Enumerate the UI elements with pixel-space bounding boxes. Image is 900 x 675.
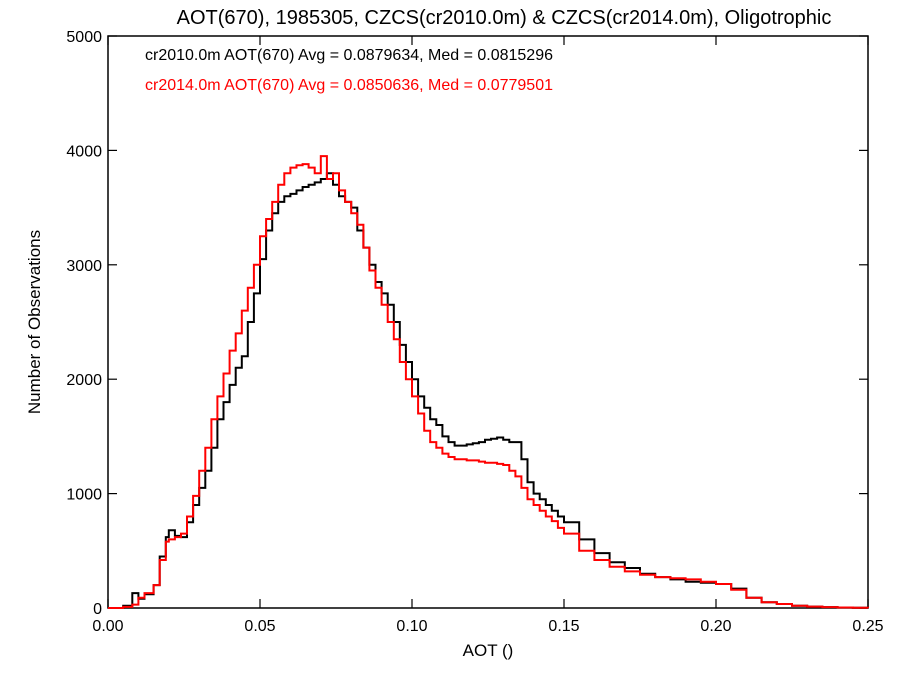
x-tick-label: 0.15 — [548, 618, 579, 635]
series-layer — [108, 155, 869, 609]
plot-frame — [107, 35, 869, 609]
legend-entry-red: cr2014.0m AOT(670) Avg = 0.0850636, Med … — [145, 77, 553, 94]
x-axis-label: AOT () — [463, 641, 514, 660]
y-tick-label: 4000 — [66, 143, 102, 160]
y-tick-label: 3000 — [66, 258, 102, 275]
x-tick-label: 0.10 — [396, 618, 427, 635]
chart-title: AOT(670), 1985305, CZCS(cr2010.0m) & CZC… — [177, 7, 832, 29]
legend-entry-black: cr2010.0m AOT(670) Avg = 0.0879634, Med … — [145, 47, 553, 64]
y-tick-label: 5000 — [66, 29, 102, 46]
series-line-1 — [108, 155, 869, 609]
x-tick-label: 0.05 — [244, 618, 275, 635]
x-tick-label: 0.20 — [700, 618, 731, 635]
series-line-0 — [108, 172, 869, 609]
y-axis-label: Number of Observations — [25, 230, 44, 414]
x-tick-label: 0.25 — [852, 618, 883, 635]
x-axis-ticks: 0.00 0.05 0.10 0.15 0.20 0.25 — [92, 36, 884, 635]
y-tick-label: 2000 — [66, 372, 102, 389]
x-tick-label: 0.00 — [92, 618, 123, 635]
y-tick-label: 1000 — [66, 487, 102, 504]
y-tick-label: 0 — [93, 601, 102, 618]
